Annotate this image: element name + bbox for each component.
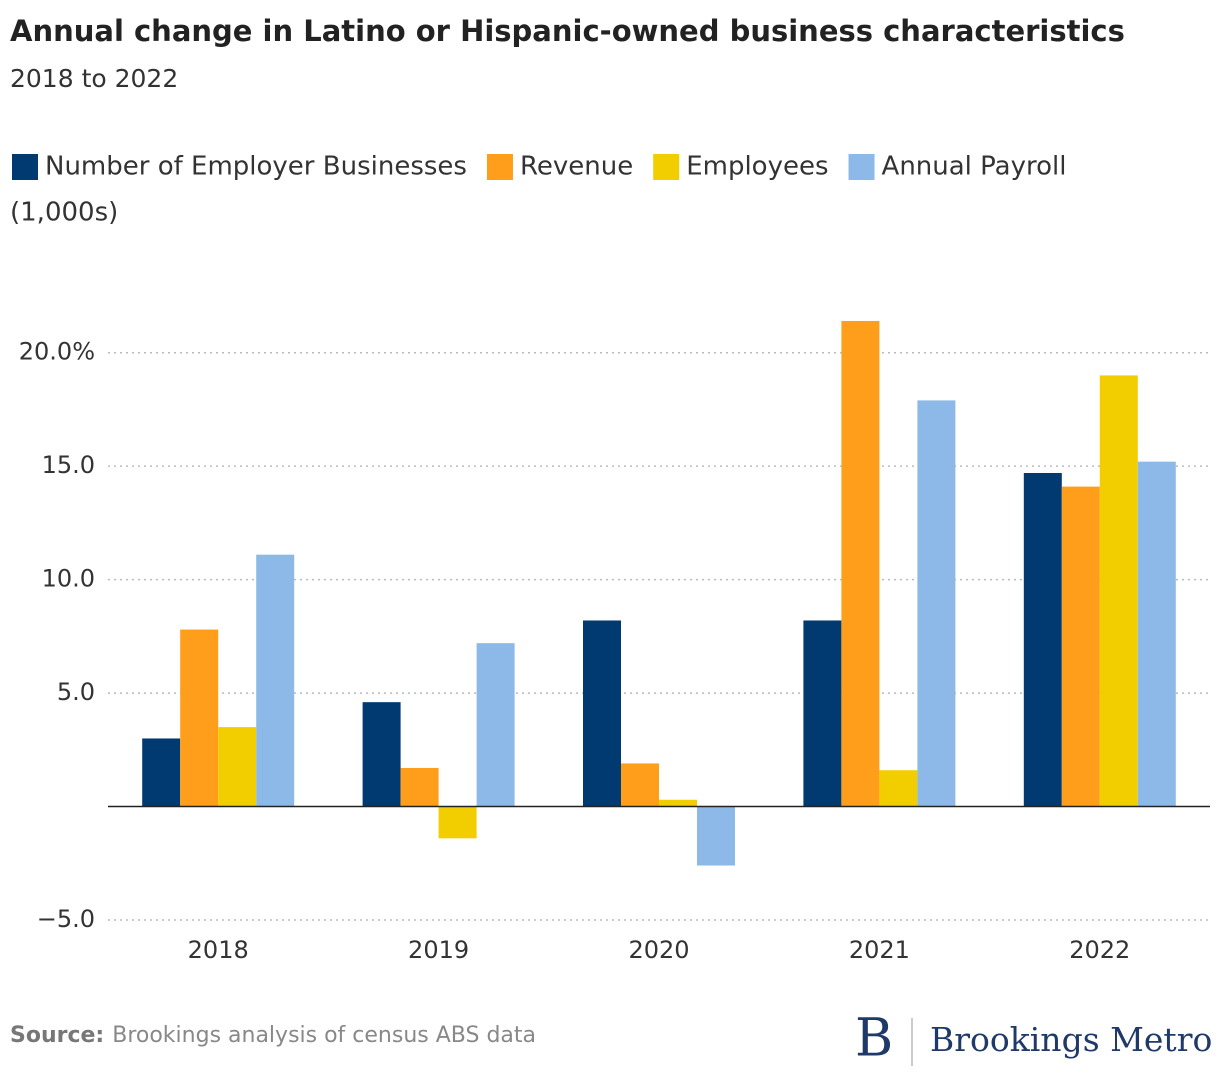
bar [1061,486,1100,807]
source-label: Source: [10,1023,104,1048]
legend-swatch [12,154,38,180]
y-tick-label: 5.0 [57,678,95,706]
y-tick-label: −5.0 [37,905,95,933]
bar [1023,472,1062,807]
bar [400,767,439,807]
x-tick-label: 2022 [1069,936,1130,964]
bar [621,763,659,807]
x-tick-label: 2018 [188,936,249,964]
bar [583,620,621,807]
bar [879,770,918,807]
y-tick-label: 20.0% [19,338,95,366]
bar [697,806,735,866]
chart-title: Annual change in Latino or Hispanic-owne… [10,14,1125,48]
bar [1137,461,1176,807]
bar [362,702,401,807]
legend-note: (1,000s) [10,198,118,228]
bar [476,643,515,807]
legend-label: Employees [686,152,828,182]
bar [841,320,880,807]
bar [803,620,842,807]
bar [218,727,257,807]
legend-swatch [848,154,875,180]
source: Source: Brookings analysis of census ABS … [10,1023,536,1048]
legend-swatch [486,154,513,180]
bar [659,799,697,807]
legend-label: Number of Employer Businesses [45,152,467,182]
bar [917,400,956,807]
legend-label: Revenue [520,152,633,182]
source-text: Brookings analysis of census ABS data [112,1023,536,1048]
logo-text: Brookings Metro [930,1020,1212,1059]
y-tick-label: 15.0 [42,451,95,479]
legend-label: Annual Payroll [882,152,1067,182]
y-tick-label: 10.0 [42,565,95,593]
bar [1099,375,1138,807]
legend-swatch [653,154,680,180]
bar [142,738,181,807]
bar [180,629,219,807]
x-tick-label: 2021 [849,936,910,964]
x-tick-label: 2020 [628,936,689,964]
logo-mark: B [855,1009,893,1069]
x-tick-label: 2019 [408,936,469,964]
bar [256,554,295,807]
chart-subtitle: 2018 to 2022 [10,64,178,93]
bar [438,806,477,839]
